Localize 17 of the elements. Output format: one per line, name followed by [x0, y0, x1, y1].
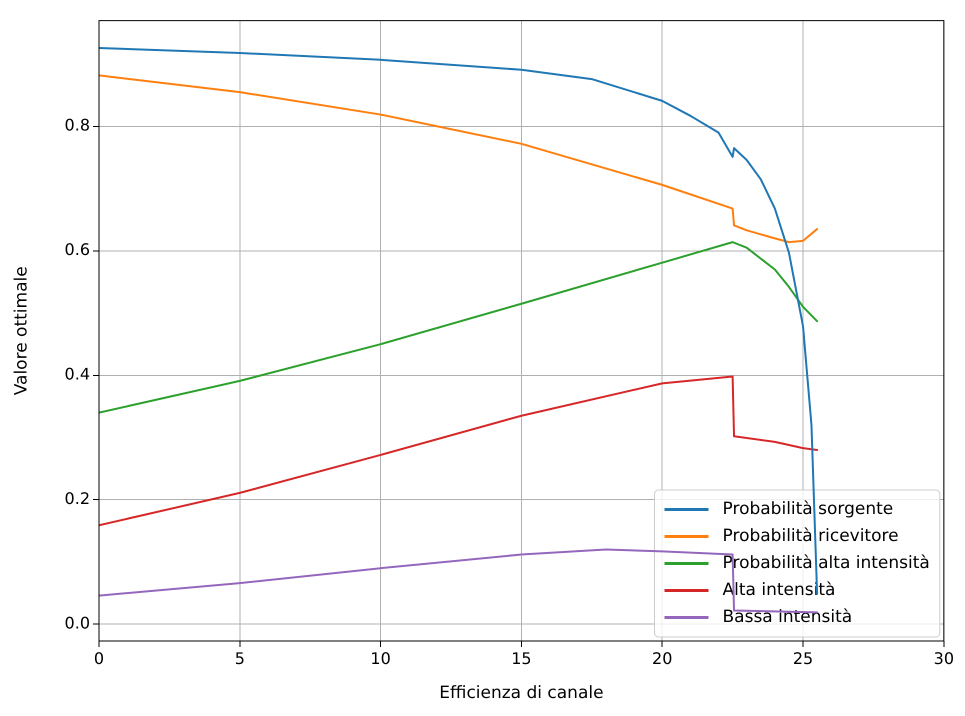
- y-tick-label: 0.0: [64, 613, 90, 632]
- y-axis-title: Valore ottimale: [12, 266, 32, 396]
- x-tick-label: 15: [511, 648, 532, 668]
- y-tick-label: 0.6: [64, 240, 90, 259]
- y-tick-label: 0.8: [64, 116, 90, 135]
- x-tick-label: 5: [234, 648, 245, 668]
- x-tick-label: 10: [370, 648, 391, 668]
- x-tick-label: 30: [934, 648, 954, 668]
- y-tick-label: 0.2: [64, 488, 90, 508]
- x-axis-title: Efficienza di canale: [439, 683, 604, 704]
- x-tick-label: 0: [94, 648, 104, 668]
- legend-label: Probabilità sorgente: [722, 498, 894, 519]
- y-tick-label: 0.4: [64, 364, 90, 384]
- x-tick-label: 20: [652, 648, 672, 668]
- legend-label: Bassa intensità: [722, 606, 852, 627]
- x-tick-label: 25: [792, 648, 814, 668]
- legend-label: Probabilità ricevitore: [722, 526, 899, 546]
